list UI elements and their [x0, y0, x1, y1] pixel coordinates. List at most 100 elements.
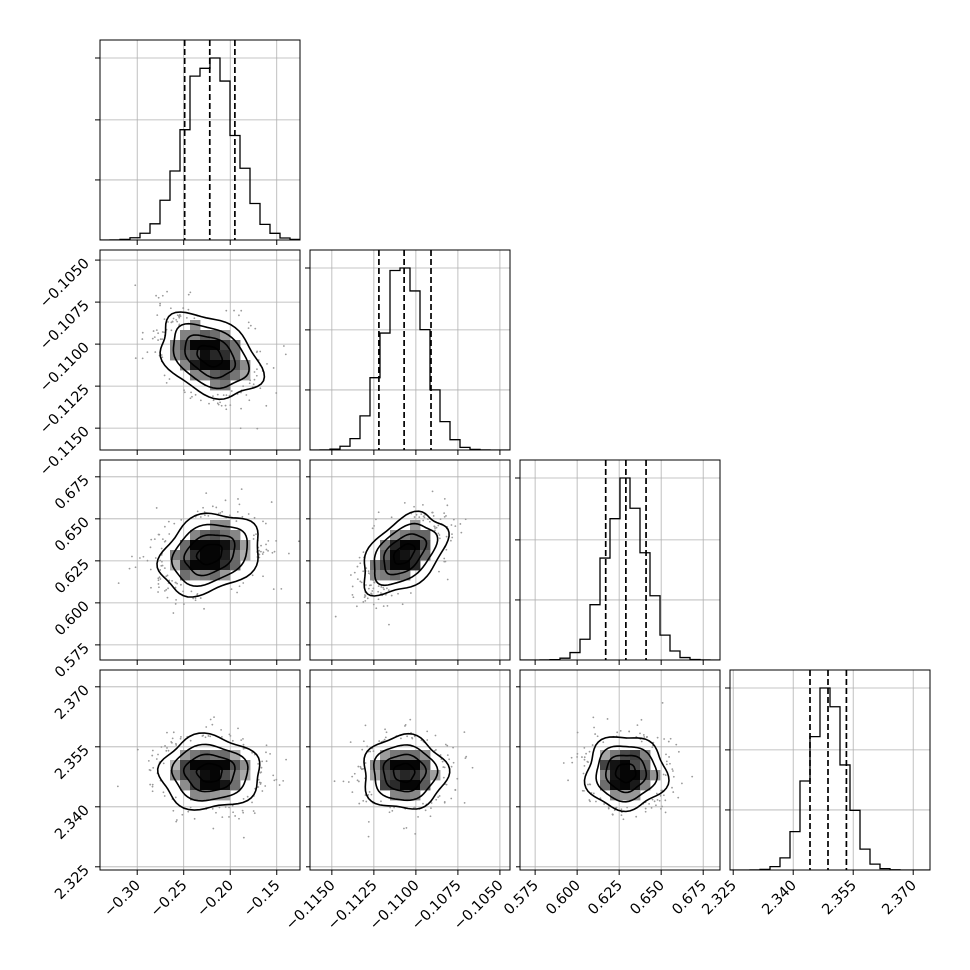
density-cell — [180, 570, 191, 581]
scatter-point — [282, 779, 285, 782]
scatter-point — [225, 408, 228, 411]
density-cell — [220, 380, 231, 391]
scatter-point — [364, 762, 367, 764]
scatter-point — [251, 574, 254, 577]
scatter-point — [237, 727, 239, 730]
scatter-point — [199, 516, 202, 518]
scatter-point — [167, 749, 170, 752]
scatter-point — [655, 804, 657, 807]
scatter-point — [446, 744, 449, 747]
scatter-point — [248, 399, 251, 402]
scatter-point — [151, 783, 154, 786]
scatter-point — [166, 596, 169, 599]
scatter-point — [239, 427, 242, 430]
scatter-point — [391, 809, 394, 812]
scatter-point — [650, 806, 653, 809]
density-cell — [390, 750, 401, 761]
density-cell — [390, 560, 401, 571]
scatter-point — [380, 800, 382, 803]
scatter-point — [611, 813, 614, 816]
contour-3 — [583, 736, 670, 813]
density-cell — [630, 750, 641, 761]
scatter-point — [162, 791, 165, 794]
panel-frame — [519, 459, 721, 661]
scatter-point — [190, 391, 192, 394]
scatter-point — [134, 357, 137, 360]
scatter-point — [141, 338, 144, 340]
density-cell — [190, 570, 201, 581]
density-cell — [400, 760, 411, 771]
scatter-point — [587, 783, 589, 786]
scatter-point — [167, 587, 169, 590]
panel-frame — [729, 669, 931, 871]
scatter-point — [179, 737, 182, 740]
scatter-point — [583, 764, 586, 767]
scatter-point — [653, 800, 656, 803]
scatter-point — [209, 718, 212, 721]
scatter-point — [370, 793, 373, 796]
panel-frame — [99, 669, 301, 871]
scatter-point — [262, 575, 264, 578]
density-cell — [200, 760, 211, 771]
scatter-point — [671, 768, 674, 771]
scatter-point — [576, 752, 579, 755]
density-cell — [380, 780, 391, 791]
scatter-point — [582, 772, 585, 775]
scatter-point — [216, 393, 219, 396]
scatter-point — [260, 544, 262, 547]
scatter-point — [437, 532, 440, 535]
density-cell — [190, 540, 201, 551]
scatter-point — [219, 401, 221, 404]
scatter-point — [262, 520, 264, 523]
y-tick-label: 0.675 — [52, 472, 93, 513]
density-cell — [610, 790, 621, 801]
scatter-point — [172, 317, 175, 320]
scatter-point — [153, 336, 156, 339]
scatter-point — [567, 779, 569, 782]
scatter-point — [219, 512, 222, 514]
scatter-point — [203, 511, 206, 513]
contour-1 — [604, 754, 648, 794]
scatter-point — [163, 567, 166, 570]
scatter-point — [155, 294, 157, 297]
density-cell — [410, 750, 421, 761]
contour-2 — [373, 522, 439, 587]
density-cell — [640, 760, 651, 771]
scatter-point — [261, 760, 264, 763]
scatter-point — [356, 779, 359, 782]
scatter-point — [260, 771, 263, 774]
scatter-point — [160, 564, 163, 567]
scatter-point — [242, 836, 245, 839]
scatter-point — [672, 791, 675, 793]
scatter-point — [253, 516, 256, 519]
scatter-point — [152, 766, 155, 769]
scatter-point — [259, 783, 262, 785]
scatter-point — [426, 518, 429, 520]
scatter-point — [367, 794, 370, 796]
contour-3 — [156, 512, 259, 598]
x-tick-label: −0.25 — [148, 878, 191, 921]
scatter-point — [165, 575, 168, 578]
scatter-point — [141, 357, 144, 360]
scatter-point — [160, 547, 163, 550]
scatter-point — [262, 551, 265, 554]
scatter-point — [273, 550, 276, 553]
scatter-point — [270, 501, 273, 503]
scatter-point — [626, 806, 629, 809]
scatter-point — [334, 615, 337, 618]
scatter-point — [278, 784, 281, 786]
y-tick-label: 2.340 — [52, 802, 93, 843]
scatter-point — [199, 597, 202, 599]
contour-2 — [372, 744, 439, 802]
scatter-point — [280, 588, 283, 590]
scatter-point — [414, 832, 417, 835]
scatter-point — [166, 731, 168, 734]
scatter-point — [422, 802, 424, 805]
scatter-point — [432, 515, 435, 517]
scatter-point — [644, 807, 647, 810]
scatter-point — [422, 503, 424, 506]
x-tick-label: 2.355 — [819, 878, 860, 919]
scatter-point — [422, 515, 425, 518]
density-cell — [170, 340, 181, 351]
scatter-point — [264, 785, 267, 787]
